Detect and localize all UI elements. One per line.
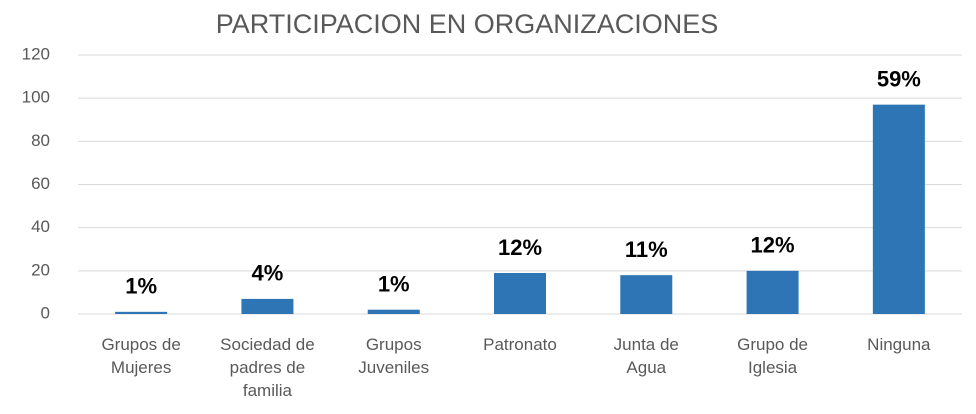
- bar: [367, 309, 420, 314]
- value-label: 1%: [125, 274, 157, 299]
- bar: [872, 104, 925, 315]
- y-tick-label: 60: [31, 174, 50, 193]
- value-label: 4%: [252, 261, 284, 286]
- bar: [241, 298, 294, 314]
- y-tick-label: 20: [31, 260, 50, 279]
- bar: [115, 311, 168, 314]
- y-tick-label: 80: [31, 131, 50, 150]
- bar: [746, 270, 799, 314]
- x-tick-label: Sociedad de padres de familia: [220, 335, 315, 400]
- value-label: 1%: [378, 271, 410, 296]
- value-label: 11%: [625, 237, 668, 262]
- bar: [494, 272, 546, 314]
- bar: [620, 275, 673, 314]
- x-tick-label: Grupos de Mujeres: [101, 335, 181, 377]
- x-tick-label: Grupos Juveniles: [358, 335, 430, 377]
- x-tick-label: Junta de Agua: [613, 335, 679, 377]
- x-tick-label: Grupo de Iglesia: [737, 335, 808, 377]
- value-label: 12%: [498, 235, 542, 260]
- chart-title: PARTICIPACION EN ORGANIZACIONES: [216, 9, 719, 39]
- y-tick-label: 40: [31, 217, 50, 236]
- x-tick-label: Patronato: [483, 335, 557, 354]
- value-label: 12%: [751, 233, 795, 258]
- value-label: 59%: [877, 66, 921, 91]
- y-tick-label: 120: [22, 44, 50, 63]
- y-tick-label: 0: [41, 303, 50, 322]
- y-tick-label: 100: [22, 88, 50, 107]
- x-tick-label: Ninguna: [867, 335, 931, 354]
